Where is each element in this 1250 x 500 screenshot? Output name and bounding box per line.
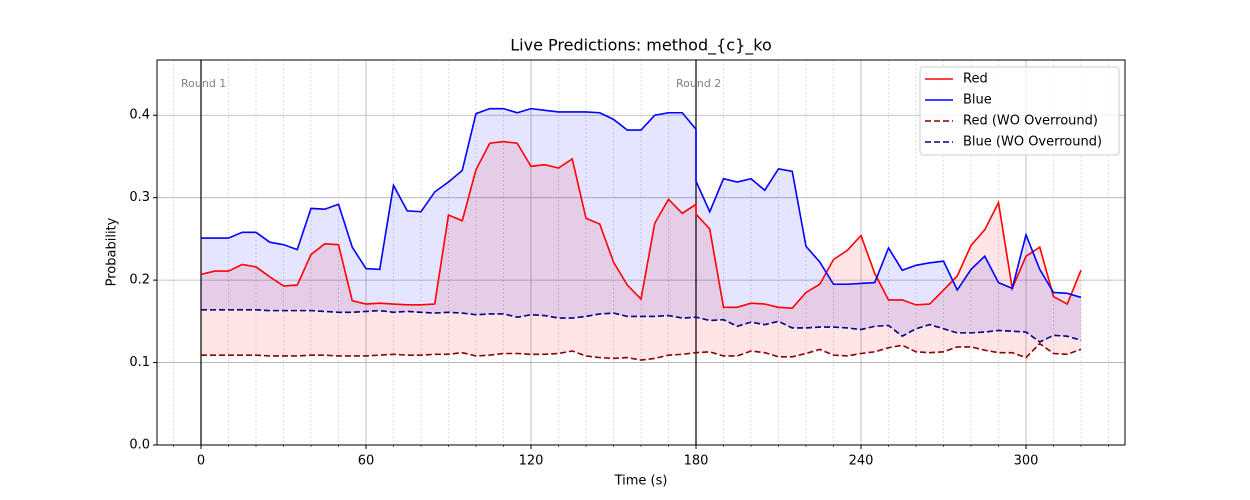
round-label: Round 2 <box>676 77 721 90</box>
y-tick-label: 0.3 <box>129 190 150 205</box>
legend-box <box>919 66 1120 156</box>
y-tick-label: 0.0 <box>129 438 150 453</box>
x-tick-label: 240 <box>849 454 874 469</box>
legend-label: Blue (WO Overround) <box>963 135 1102 150</box>
x-tick-label: 300 <box>1014 454 1039 469</box>
legend-label: Blue <box>963 93 992 108</box>
x-tick-label: 120 <box>519 454 544 469</box>
series-line <box>201 308 1082 343</box>
legend-label: Red <box>963 72 988 87</box>
series-line <box>201 342 1082 361</box>
x-tick-label: 180 <box>684 454 709 469</box>
x-tick-label: 60 <box>358 454 375 469</box>
series-line <box>200 140 1082 309</box>
legend-label: Red (WO Overround) <box>963 114 1098 129</box>
x-axis-label: Time (s) <box>614 474 668 489</box>
y-tick-label: 0.1 <box>129 355 150 370</box>
y-tick-label: 0.4 <box>129 108 150 123</box>
x-tick-label: 0 <box>197 454 205 469</box>
y-axis-label: Probability <box>105 217 120 286</box>
series-line <box>201 107 1082 299</box>
chart-title: Live Predictions: method_{c}_ko <box>510 36 771 56</box>
y-tick-label: 0.2 <box>129 273 150 288</box>
round-label: Round 1 <box>181 77 226 90</box>
plot-frame <box>156 59 1126 446</box>
